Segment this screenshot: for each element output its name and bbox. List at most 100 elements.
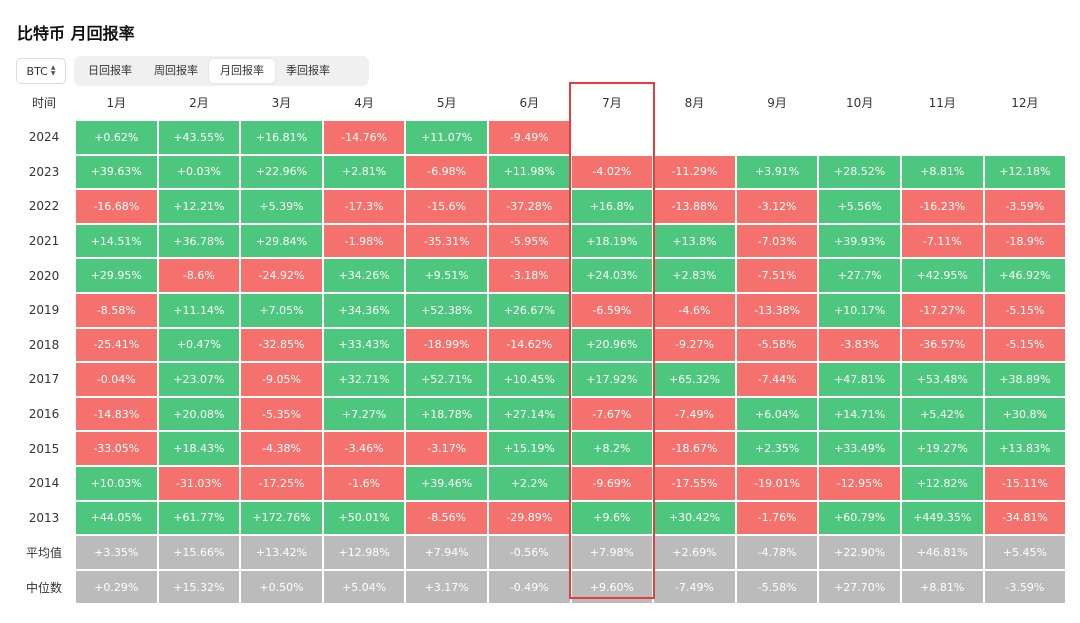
return-cell: +10.03% — [76, 467, 157, 500]
return-cell: -3.12% — [736, 190, 818, 223]
year-row-label: 2021 — [28, 234, 60, 249]
stat-cell: +0.50% — [241, 570, 322, 604]
return-cell: +6.04% — [736, 397, 818, 431]
return-cell: +23.07% — [158, 363, 240, 396]
return-cell: -8.6% — [158, 259, 240, 292]
return-cell: -3.59% — [984, 190, 1066, 223]
return-cell: -24.92% — [241, 259, 322, 292]
return-cell: -15.6% — [406, 190, 487, 223]
return-cell: -0.04% — [76, 363, 157, 396]
stat-cell: +7.94% — [406, 536, 487, 569]
return-cell: +60.79% — [819, 501, 900, 535]
month-header: 4月 — [354, 96, 374, 110]
return-cell: -34.81% — [984, 501, 1066, 535]
return-cell: +24.03% — [571, 259, 653, 292]
return-cell: +8.2% — [571, 432, 653, 465]
return-cell: +18.19% — [571, 224, 653, 258]
year-row-label: 2014 — [28, 476, 60, 491]
return-cell: -17.3% — [323, 190, 405, 223]
return-cell: +14.51% — [76, 224, 157, 258]
return-cell: -4.6% — [654, 294, 735, 327]
stat-row-label: 平均值 — [25, 545, 62, 560]
tab-weekly[interactable]: 周回报率 — [154, 64, 198, 77]
return-cell: +9.51% — [406, 259, 487, 292]
return-cell: +46.92% — [984, 259, 1066, 292]
return-cell: +5.42% — [902, 397, 983, 431]
month-header: 7月 — [602, 96, 622, 110]
return-cell: -29.89% — [489, 501, 570, 535]
tab-daily[interactable]: 日回报率 — [88, 64, 132, 77]
year-row-label: 2022 — [28, 199, 60, 214]
return-cell: -18.9% — [984, 224, 1066, 258]
month-header: 11月 — [928, 96, 956, 110]
stat-cell: +5.04% — [323, 570, 405, 604]
return-cell: +16.81% — [241, 121, 322, 154]
return-cell: +47.81% — [819, 363, 900, 396]
return-cell: -31.03% — [158, 467, 240, 500]
stat-cell: +7.98% — [571, 536, 653, 569]
return-cell: -17.25% — [241, 467, 322, 500]
return-cell: +2.83% — [654, 259, 735, 292]
return-cell: +0.62% — [76, 121, 157, 154]
return-cell: +2.2% — [489, 467, 570, 500]
period-tabs: 日回报率 周回报率 月回报率 季回报率 — [74, 56, 369, 86]
return-cell: +44.05% — [76, 501, 157, 535]
return-cell: -3.17% — [406, 432, 487, 465]
tab-monthly[interactable]: 月回报率 — [209, 59, 275, 83]
return-cell: -5.15% — [984, 328, 1066, 362]
return-cell: +2.81% — [323, 155, 405, 189]
return-cell: +7.05% — [241, 294, 322, 327]
stat-cell: +3.35% — [76, 536, 157, 569]
return-cell: +30.8% — [984, 397, 1066, 431]
stat-cell: -5.58% — [736, 570, 818, 604]
return-cell: +9.6% — [571, 501, 653, 535]
return-cell: -12.95% — [819, 467, 900, 500]
return-cell: -33.05% — [76, 432, 157, 465]
year-row-label: 2020 — [28, 268, 60, 283]
return-cell: +61.77% — [158, 501, 240, 535]
return-cell: +15.19% — [489, 432, 570, 465]
return-cell: -25.41% — [76, 328, 157, 362]
year-row-label: 2019 — [28, 303, 60, 318]
return-cell: +34.36% — [323, 294, 405, 327]
return-cell: -13.38% — [736, 294, 818, 327]
return-cell: +5.56% — [819, 190, 900, 223]
return-cell: -5.95% — [489, 224, 570, 258]
return-cell: -37.28% — [489, 190, 570, 223]
tab-quarterly[interactable]: 季回报率 — [286, 64, 330, 77]
return-cell: -13.88% — [654, 190, 735, 223]
month-header: 12月 — [1011, 96, 1039, 110]
return-cell: -9.27% — [654, 328, 735, 362]
return-cell: -32.85% — [241, 328, 322, 362]
return-cell: +43.55% — [158, 121, 240, 154]
year-row-label: 2023 — [28, 164, 60, 179]
return-cell: +33.49% — [819, 432, 900, 465]
return-cell: +27.14% — [489, 397, 570, 431]
month-header: 1月 — [106, 96, 127, 110]
return-cell: +11.14% — [158, 294, 240, 327]
return-cell: +7.27% — [323, 397, 405, 431]
return-cell: -14.83% — [76, 397, 157, 431]
time-column-header: 时间 — [31, 96, 56, 110]
return-cell: -9.69% — [571, 467, 653, 500]
return-cell — [736, 121, 818, 154]
stat-cell: +0.29% — [76, 570, 157, 604]
return-cell: +18.78% — [406, 397, 487, 431]
page-title: 比特币 月回报率 — [17, 24, 135, 43]
year-row-label: 2024 — [28, 130, 60, 145]
return-cell: +65.32% — [654, 363, 735, 396]
return-cell: -6.59% — [571, 294, 653, 327]
return-cell: -8.58% — [76, 294, 157, 327]
month-header: 6月 — [519, 96, 540, 110]
asset-select[interactable]: BTC ▲ ▼ — [16, 58, 66, 84]
return-cell: +12.21% — [158, 190, 240, 223]
return-cell: +449.35% — [902, 501, 983, 535]
year-row-label: 2013 — [28, 510, 60, 525]
return-cell: -5.35% — [241, 397, 322, 431]
return-cell: +11.07% — [406, 121, 487, 154]
year-row-label: 2016 — [28, 407, 60, 422]
return-cell: -19.01% — [736, 467, 818, 500]
sort-updown-icon: ▲ ▼ — [50, 64, 56, 77]
return-cell: -16.23% — [902, 190, 983, 223]
return-cell — [571, 121, 653, 154]
